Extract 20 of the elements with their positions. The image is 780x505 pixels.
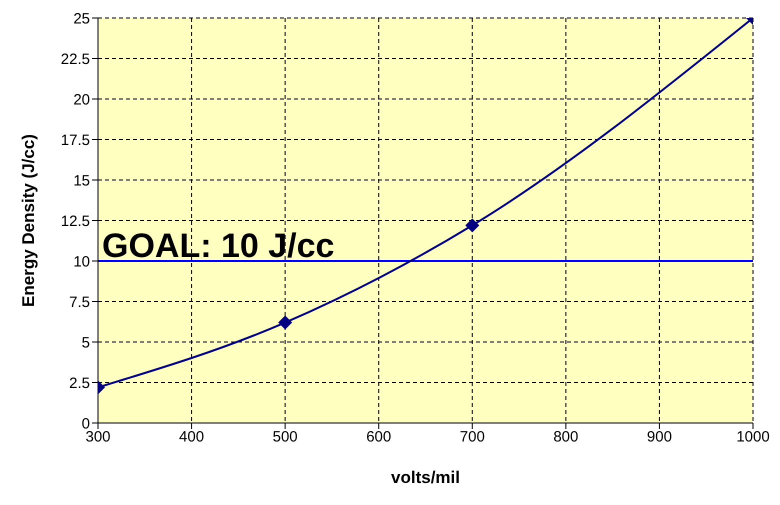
x-tick-label: 600 xyxy=(366,428,392,446)
ref-line-label: GOAL: 10 J/cc xyxy=(102,227,334,265)
x-tick-label: 1000 xyxy=(736,428,770,446)
x-axis-title: volts/mil xyxy=(391,468,460,487)
y-tick-label: 20 xyxy=(73,91,90,108)
x-tick-label: 400 xyxy=(179,428,204,446)
y-tick-label: 15 xyxy=(73,172,90,190)
y-tick-label: 12.5 xyxy=(60,212,90,230)
y-tick-label: 22.5 xyxy=(60,50,90,68)
y-tick-label: 25 xyxy=(73,10,90,28)
y-axis-title: Energy Density (J/cc) xyxy=(19,134,38,307)
x-tick-label: 800 xyxy=(553,428,578,446)
x-tick-label: 900 xyxy=(646,428,672,446)
y-tick-label: 2.5 xyxy=(69,374,90,392)
y-tick-label: 5 xyxy=(82,334,90,352)
x-tick-label: 700 xyxy=(460,428,485,446)
x-tick-label: 500 xyxy=(272,428,298,446)
y-tick-label: 7.5 xyxy=(69,294,90,311)
y-tick-label: 10 xyxy=(73,253,90,270)
y-tick-label: 17.5 xyxy=(60,132,90,149)
